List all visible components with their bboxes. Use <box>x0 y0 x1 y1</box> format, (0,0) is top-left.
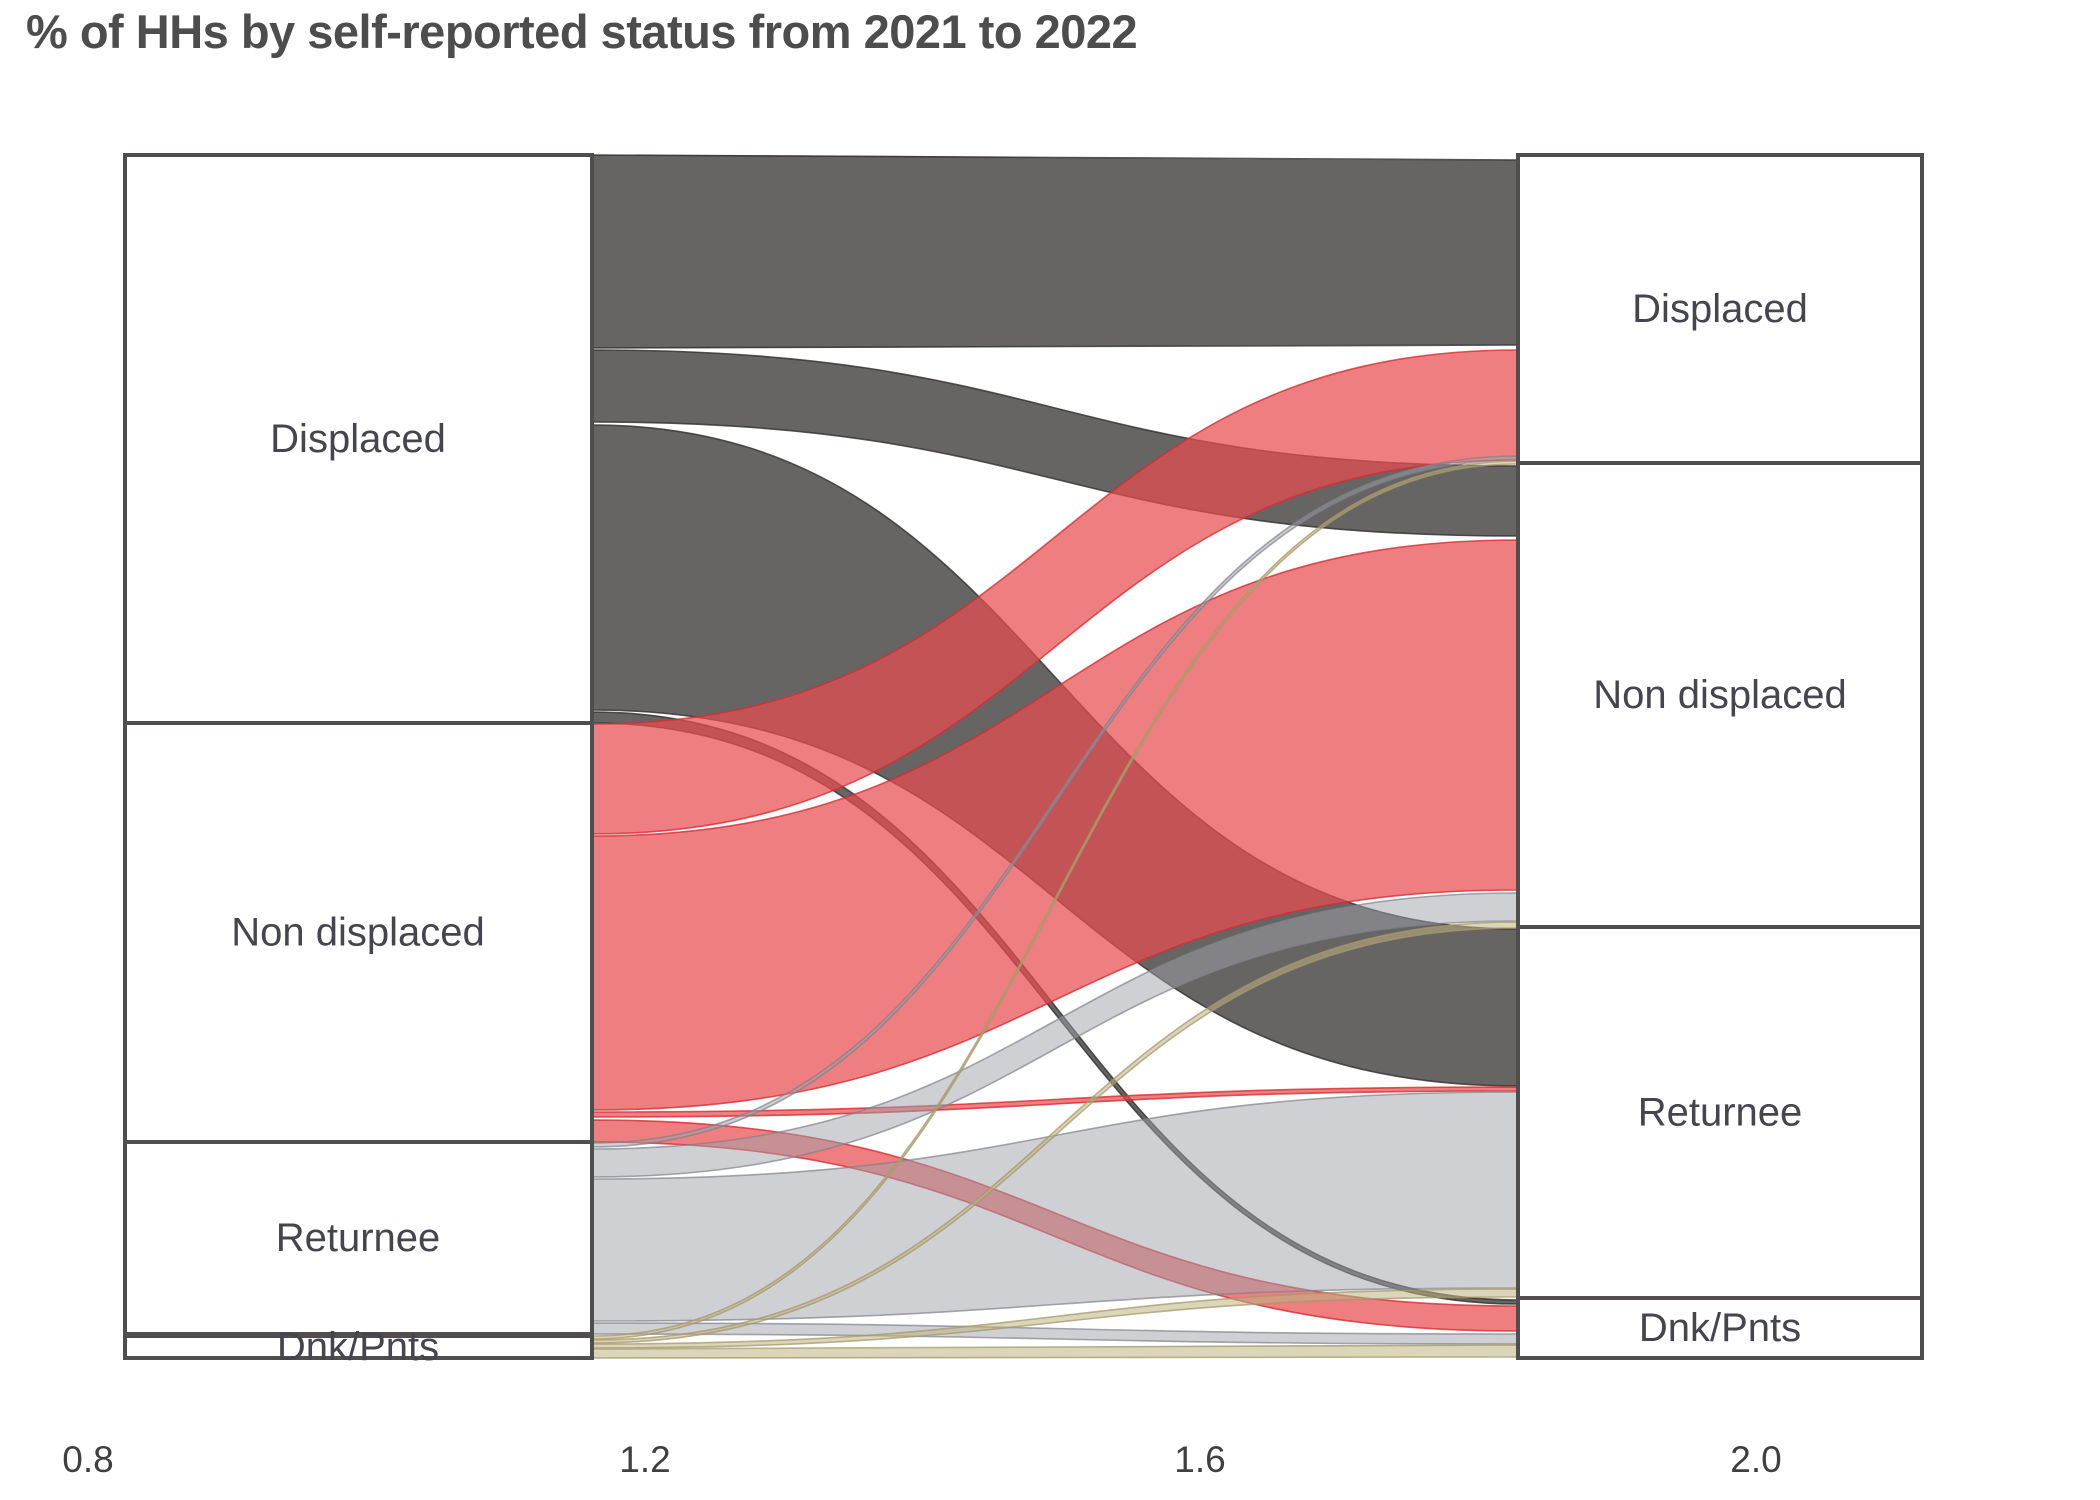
chart-title: % of HHs by self-reported status from 20… <box>26 5 1138 58</box>
sankey-node-label-returnee_2021: Returnee <box>276 1216 441 1260</box>
sankey-node-label-returnee_2022: Returnee <box>1638 1091 1803 1135</box>
x-axis-tick-0.8: 0.8 <box>62 1439 113 1480</box>
sankey-node-label-dnk_pnts_2021: Dnk/Pnts <box>277 1325 439 1369</box>
sankey-node-returnee_2022[interactable] <box>1516 925 1924 1300</box>
sankey-node-label-displaced_2022: Displaced <box>1632 287 1808 331</box>
sankey-node-displaced_2022[interactable] <box>1516 153 1924 465</box>
sankey-node-label-non_displaced_2022: Non displaced <box>1593 673 1847 717</box>
sankey-node-dnk_pnts_2022[interactable] <box>1516 1296 1924 1360</box>
sankey-node-non_displaced_2021[interactable] <box>123 721 594 1144</box>
sankey-node-returnee_2021[interactable] <box>123 1140 594 1336</box>
sankey-node-displaced_2021[interactable] <box>123 153 594 725</box>
sankey-node-label-dnk_pnts_2022: Dnk/Pnts <box>1639 1306 1801 1350</box>
sankey-link-displaced-to-displaced[interactable] <box>591 154 1519 349</box>
sankey-node-non_displaced_2022[interactable] <box>1516 461 1924 929</box>
sankey-node-label-non_displaced_2021: Non displaced <box>231 911 485 955</box>
sankey-node-label-displaced_2021: Displaced <box>270 417 446 461</box>
x-axis-tick-2.0: 2.0 <box>1730 1439 1781 1480</box>
x-axis-tick-1.2: 1.2 <box>619 1439 670 1480</box>
sankey-node-dnk_pnts_2021[interactable] <box>123 1334 594 1360</box>
x-axis-tick-1.6: 1.6 <box>1174 1439 1225 1480</box>
